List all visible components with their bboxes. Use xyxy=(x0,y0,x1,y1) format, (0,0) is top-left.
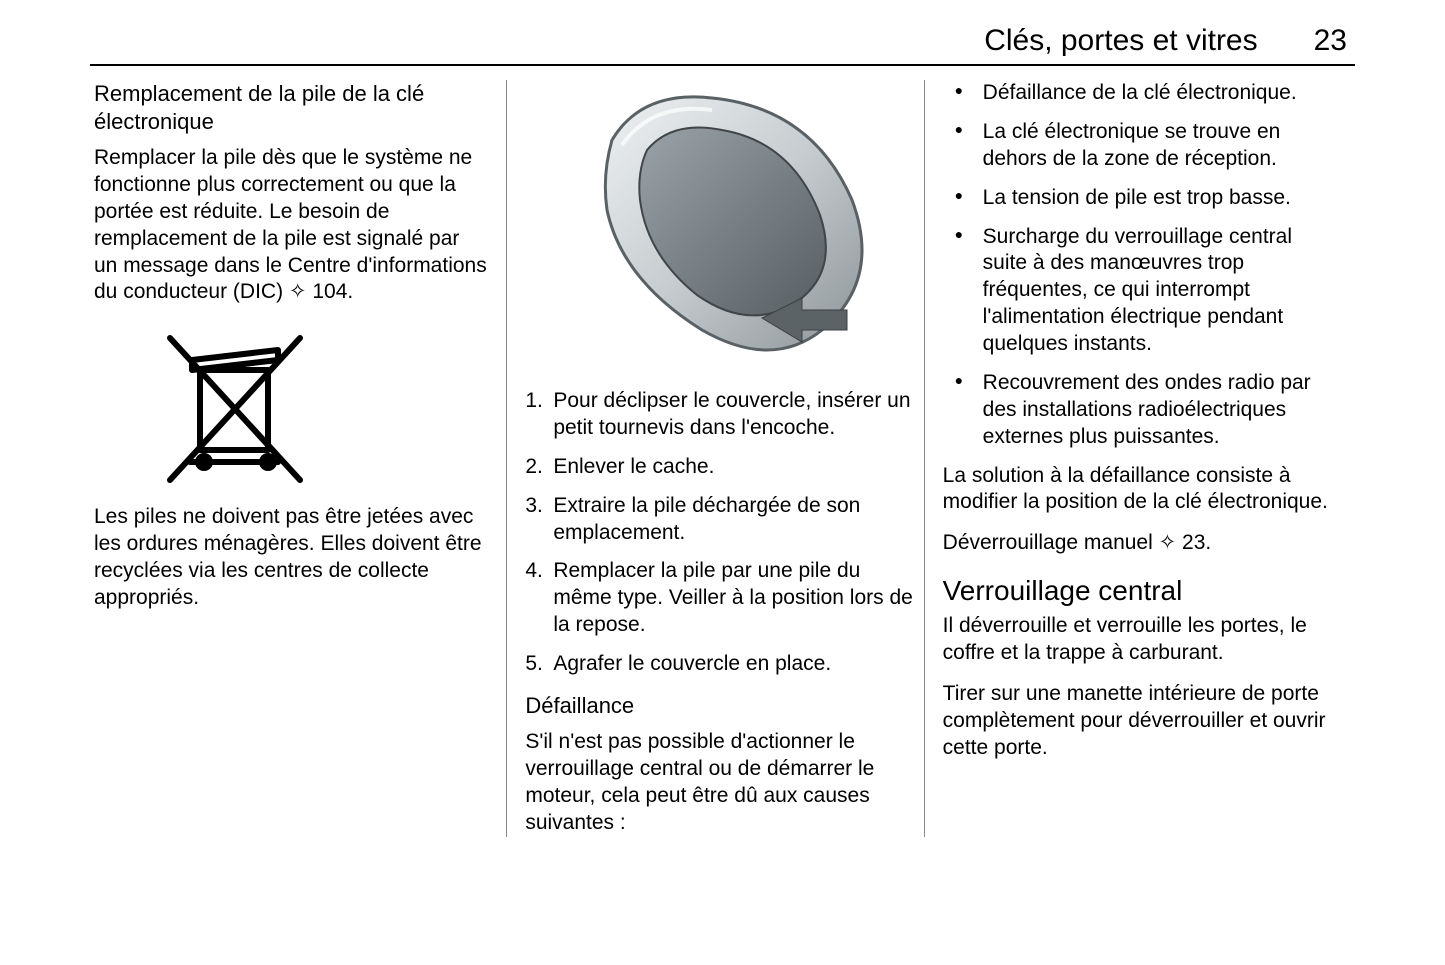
step-item: Pour déclipser le couvercle, insérer un … xyxy=(525,388,919,442)
failure-causes-list: Défaillance de la clé électronique. La c… xyxy=(943,80,1337,451)
manual-page: Clés, portes et vitres 23 Remplacement d… xyxy=(0,0,1445,867)
list-item: La clé électronique se trouve en dehors … xyxy=(943,119,1337,173)
page-number: 23 xyxy=(1314,24,1347,58)
step-item: Extraire la pile déchargée de son emplac… xyxy=(525,493,919,547)
section-title: Clés, portes et vitres xyxy=(984,24,1257,58)
step-item: Enlever le cache. xyxy=(525,454,919,481)
step-item: Remplacer la pile par une pile du même t… xyxy=(525,558,919,639)
list-item: Surcharge du verrouillage central suite … xyxy=(943,224,1337,358)
list-item: Défaillance de la clé électronique. xyxy=(943,80,1337,107)
manual-unlock-ref: Déverrouillage manuel ✧ 23. xyxy=(943,530,1337,557)
column-2: Pour déclipser le couvercle, insérer un … xyxy=(507,80,923,837)
column-3: Défaillance de la clé électronique. La c… xyxy=(925,80,1355,837)
key-fob-illustration xyxy=(552,80,892,370)
no-trash-icon xyxy=(150,320,320,490)
central-locking-p1: Il déverrouille et verrouille les portes… xyxy=(943,613,1337,667)
failure-solution: La solution à la défaillance consiste à … xyxy=(943,463,1337,517)
central-locking-heading: Verrouillage central xyxy=(943,575,1337,607)
list-item: Recouvrement des ondes radio par des ins… xyxy=(943,370,1337,451)
header-rule xyxy=(90,64,1355,66)
step-item: Agrafer le couvercle en place. xyxy=(525,651,919,678)
battery-recycle-text: Les piles ne doivent pas être jetées ave… xyxy=(94,504,488,612)
failure-heading: Défaillance xyxy=(525,692,919,720)
central-locking-p2: Tirer sur une manette intérieure de port… xyxy=(943,681,1337,762)
replacement-steps: Pour déclipser le couvercle, insérer un … xyxy=(525,388,919,678)
failure-intro: S'il n'est pas possible d'actionner le v… xyxy=(525,729,919,837)
column-layout: Remplacement de la pile de la clé électr… xyxy=(90,80,1355,837)
list-item: La tension de pile est trop basse. xyxy=(943,185,1337,212)
page-header: Clés, portes et vitres 23 xyxy=(90,24,1355,58)
battery-replacement-heading: Remplacement de la pile de la clé électr… xyxy=(94,80,488,135)
battery-replacement-text: Remplacer la pile dès que le système ne … xyxy=(94,145,488,306)
column-1: Remplacement de la pile de la clé électr… xyxy=(90,80,506,837)
